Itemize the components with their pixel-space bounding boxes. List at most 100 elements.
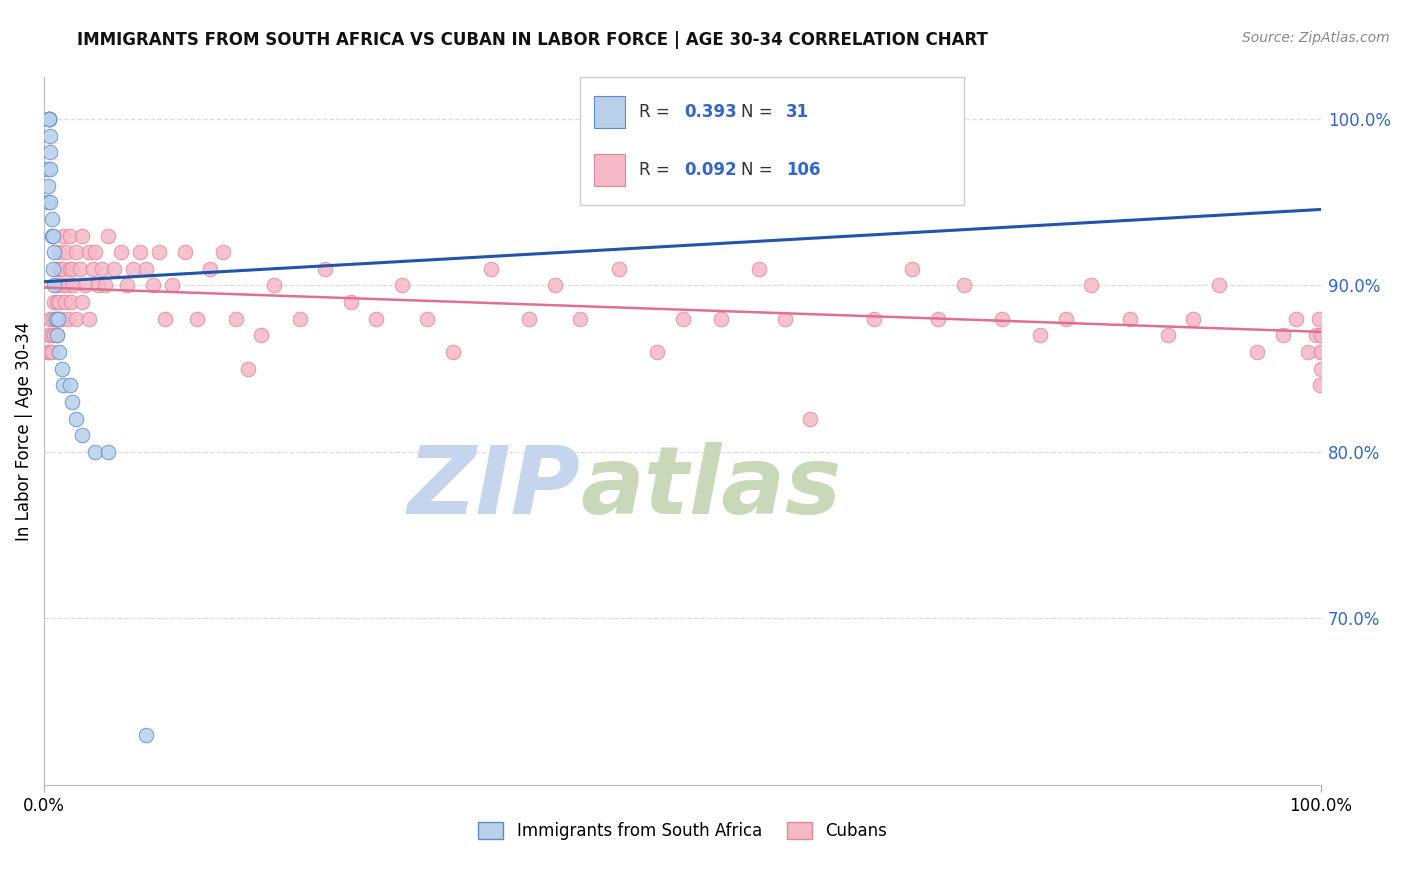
Point xyxy=(87,278,110,293)
Point xyxy=(748,261,770,276)
Point xyxy=(991,311,1014,326)
Point xyxy=(1310,361,1333,376)
Text: 0.092: 0.092 xyxy=(685,161,737,179)
Point xyxy=(198,261,221,276)
Text: R =: R = xyxy=(640,161,675,179)
Point xyxy=(288,311,311,326)
Point xyxy=(46,311,69,326)
Point xyxy=(59,295,82,310)
Point xyxy=(115,278,138,293)
Point xyxy=(52,378,75,392)
Point xyxy=(48,345,70,359)
Point xyxy=(122,261,145,276)
Point xyxy=(41,211,63,226)
Point xyxy=(45,311,67,326)
Point xyxy=(645,345,668,359)
Point xyxy=(607,261,630,276)
Point xyxy=(35,161,58,176)
Point xyxy=(212,245,235,260)
Point xyxy=(479,261,502,276)
Point xyxy=(37,345,59,359)
Text: Source: ZipAtlas.com: Source: ZipAtlas.com xyxy=(1241,31,1389,45)
Point xyxy=(173,245,195,260)
Point xyxy=(56,278,79,293)
Point xyxy=(65,411,87,425)
Point xyxy=(51,361,73,376)
Point xyxy=(41,328,63,343)
Point xyxy=(39,345,62,359)
Point xyxy=(38,328,60,343)
Point xyxy=(863,311,886,326)
Point xyxy=(38,112,60,126)
Point xyxy=(45,278,67,293)
Point xyxy=(44,278,66,293)
Point xyxy=(65,311,87,326)
Point xyxy=(135,261,157,276)
Point xyxy=(48,295,70,310)
Point xyxy=(44,295,66,310)
Point xyxy=(314,261,336,276)
Point xyxy=(1310,345,1333,359)
Point xyxy=(42,228,65,243)
Point xyxy=(148,245,170,260)
Point xyxy=(42,261,65,276)
Text: 106: 106 xyxy=(786,161,820,179)
Point xyxy=(44,328,66,343)
Point xyxy=(238,361,260,376)
Text: N =: N = xyxy=(741,161,778,179)
Point xyxy=(59,378,82,392)
Point xyxy=(37,178,59,193)
Point xyxy=(77,245,100,260)
Point xyxy=(710,311,733,326)
Point xyxy=(39,161,62,176)
Point xyxy=(51,278,73,293)
Point xyxy=(186,311,208,326)
Text: 31: 31 xyxy=(786,103,808,120)
Point xyxy=(41,228,63,243)
Point xyxy=(37,195,59,210)
Point xyxy=(65,245,87,260)
Point xyxy=(1298,345,1320,359)
Point xyxy=(72,295,94,310)
Point xyxy=(1284,311,1306,326)
Point xyxy=(1305,328,1327,343)
Point xyxy=(103,261,125,276)
Point xyxy=(52,228,75,243)
Point xyxy=(48,245,70,260)
Point xyxy=(569,311,592,326)
Point xyxy=(73,278,96,293)
Point xyxy=(41,345,63,359)
Point xyxy=(1080,278,1102,293)
Point xyxy=(339,295,361,310)
Point xyxy=(1308,311,1330,326)
Point xyxy=(1310,328,1333,343)
Point xyxy=(69,261,91,276)
Point xyxy=(160,278,183,293)
Point xyxy=(38,112,60,126)
Point xyxy=(1118,311,1140,326)
Point xyxy=(49,261,72,276)
Point xyxy=(97,228,120,243)
Text: R =: R = xyxy=(640,103,675,120)
Point xyxy=(39,195,62,210)
Point xyxy=(544,278,567,293)
Point xyxy=(1309,378,1331,392)
Point xyxy=(1208,278,1230,293)
Point xyxy=(46,311,69,326)
Point xyxy=(44,245,66,260)
Point xyxy=(45,295,67,310)
Point xyxy=(39,145,62,160)
Point xyxy=(49,311,72,326)
Point xyxy=(263,278,285,293)
Point xyxy=(45,311,67,326)
Point xyxy=(58,311,80,326)
Point xyxy=(60,395,83,409)
Point xyxy=(391,278,413,293)
Point xyxy=(250,328,273,343)
Point xyxy=(671,112,693,126)
Point xyxy=(60,261,83,276)
Point xyxy=(366,311,388,326)
Point xyxy=(225,311,247,326)
Point xyxy=(42,311,65,326)
Legend: Immigrants from South Africa, Cubans: Immigrants from South Africa, Cubans xyxy=(471,815,894,847)
